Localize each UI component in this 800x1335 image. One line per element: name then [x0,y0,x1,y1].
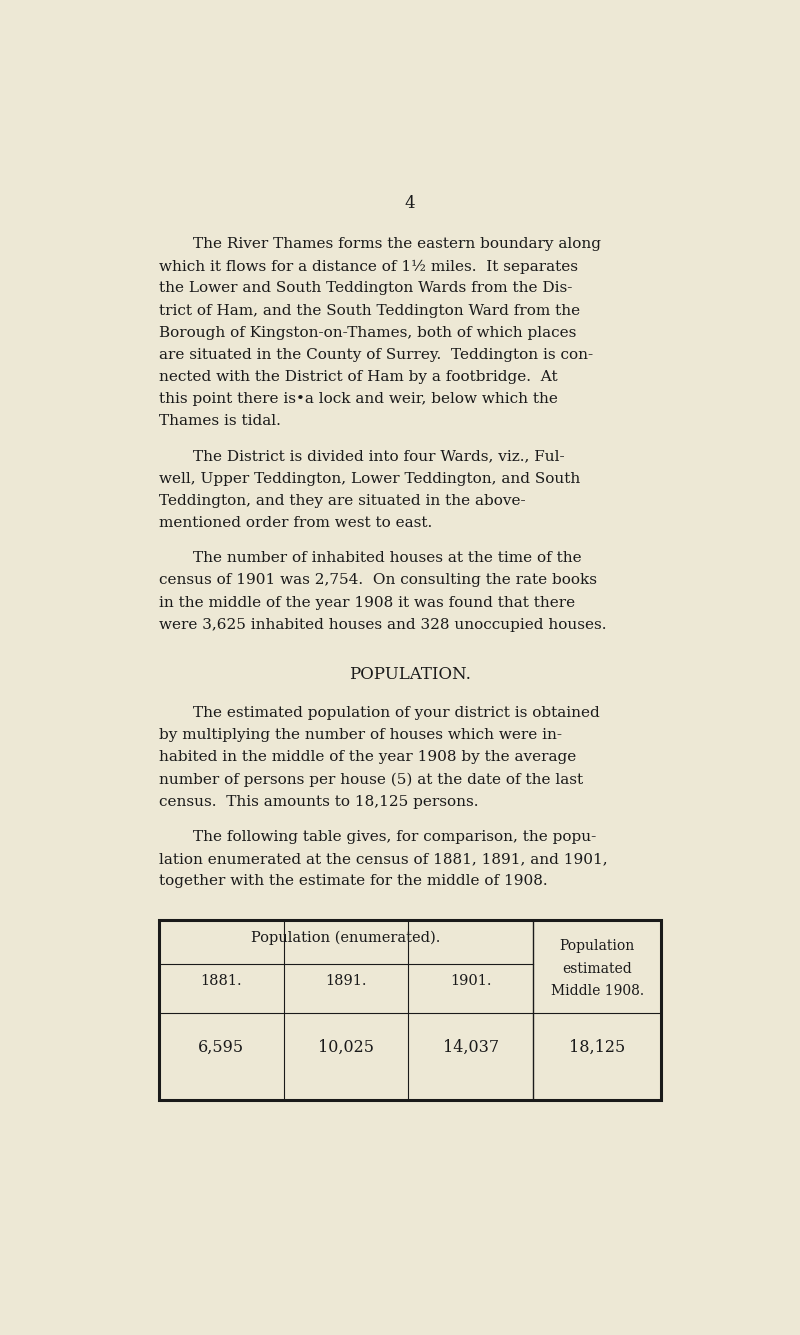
Text: The District is divided into four Wards, viz., Ful-: The District is divided into four Wards,… [193,450,565,463]
Text: well, Upper Teddington, Lower Teddington, and South: well, Upper Teddington, Lower Teddington… [159,471,580,486]
Text: Population (enumerated).: Population (enumerated). [251,930,441,945]
Text: Population: Population [559,939,634,953]
Text: were 3,625 inhabited houses and 328 unoccupied houses.: were 3,625 inhabited houses and 328 unoc… [159,618,606,631]
Text: estimated: estimated [562,961,632,976]
Text: The estimated population of your district is obtained: The estimated population of your distric… [193,706,600,721]
Text: trict of Ham, and the South Teddington Ward from the: trict of Ham, and the South Teddington W… [159,303,580,318]
Text: by multiplying the number of houses which were in-: by multiplying the number of houses whic… [159,729,562,742]
Text: habited in the middle of the year 1908 by the average: habited in the middle of the year 1908 b… [159,750,576,765]
Text: 14,037: 14,037 [442,1039,498,1056]
Text: 6,595: 6,595 [198,1039,244,1056]
Text: The number of inhabited houses at the time of the: The number of inhabited houses at the ti… [193,551,582,565]
Text: lation enumerated at the census of 1881, 1891, and 1901,: lation enumerated at the census of 1881,… [159,852,607,866]
Text: which it flows for a distance of 1½ miles.  It separates: which it flows for a distance of 1½ mile… [159,259,578,274]
Text: census.  This amounts to 18,125 persons.: census. This amounts to 18,125 persons. [159,794,478,809]
Text: Middle 1908.: Middle 1908. [550,984,644,999]
Text: 1891.: 1891. [326,975,366,988]
Text: Teddington, and they are situated in the above-: Teddington, and they are situated in the… [159,494,526,507]
Text: census of 1901 was 2,754.  On consulting the rate books: census of 1901 was 2,754. On consulting … [159,574,597,587]
Text: this point there is•a lock and weir, below which the: this point there is•a lock and weir, bel… [159,392,558,406]
Bar [159,920,661,1100]
Text: The River Thames forms the eastern boundary along: The River Thames forms the eastern bound… [193,238,601,251]
Text: 4: 4 [405,195,415,212]
Text: 1901.: 1901. [450,975,491,988]
Text: The following table gives, for comparison, the popu-: The following table gives, for compariso… [193,830,596,844]
Text: number of persons per house (5) at the date of the last: number of persons per house (5) at the d… [159,773,583,786]
Text: in the middle of the year 1908 it was found that there: in the middle of the year 1908 it was fo… [159,595,575,610]
Text: mentioned order from west to east.: mentioned order from west to east. [159,515,432,530]
Text: are situated in the County of Surrey.  Teddington is con-: are situated in the County of Surrey. Te… [159,348,593,362]
Text: 18,125: 18,125 [569,1039,625,1056]
Text: POPULATION.: POPULATION. [349,666,471,684]
Text: Borough of Kingston-on-Thames, both of which places: Borough of Kingston-on-Thames, both of w… [159,326,576,339]
Text: Thames is tidal.: Thames is tidal. [159,414,281,429]
Text: nected with the District of Ham by a footbridge.  At: nected with the District of Ham by a foo… [159,370,558,384]
Text: the Lower and South Teddington Wards from the Dis-: the Lower and South Teddington Wards fro… [159,282,572,295]
Text: 10,025: 10,025 [318,1039,374,1056]
Text: together with the estimate for the middle of 1908.: together with the estimate for the middl… [159,874,547,888]
Text: 1881.: 1881. [201,975,242,988]
